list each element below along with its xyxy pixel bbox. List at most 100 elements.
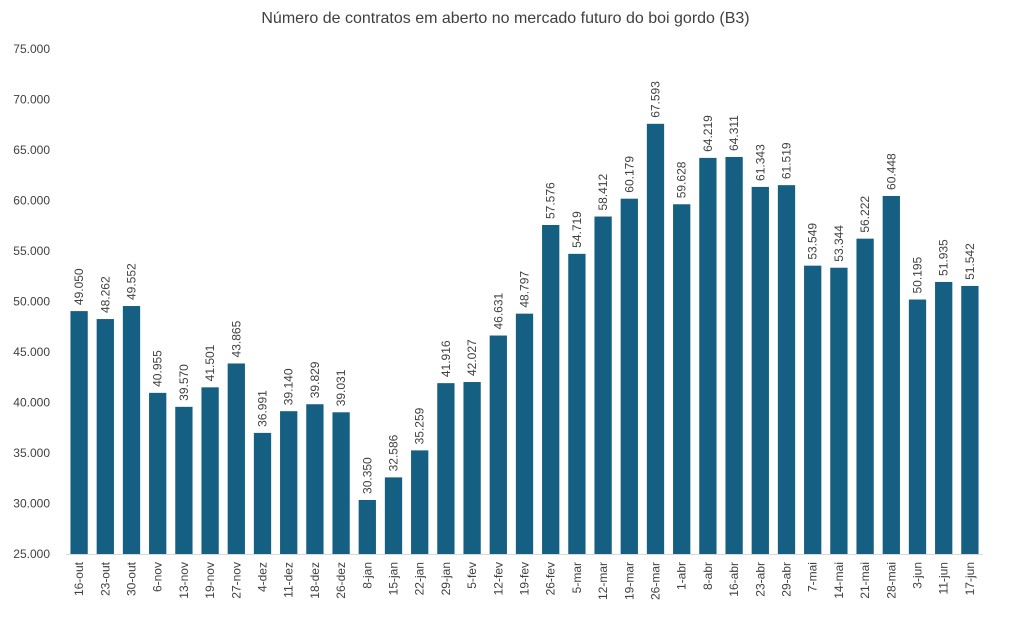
bar xyxy=(253,432,272,554)
data-label: 36.991 xyxy=(256,390,270,427)
data-label: 41.916 xyxy=(439,340,453,377)
x-tick-label: 23-out xyxy=(98,561,112,596)
data-label: 64.311 xyxy=(727,115,741,151)
bar xyxy=(463,382,481,554)
x-tick-label: 26-mar xyxy=(649,562,663,600)
y-tick-label: 60.000 xyxy=(13,194,50,208)
x-tick-label: 22-jan xyxy=(413,562,427,595)
x-tick-label: 30-out xyxy=(125,561,139,596)
bar xyxy=(437,383,455,554)
bar xyxy=(175,406,193,554)
bar xyxy=(201,387,219,554)
data-label: 48.262 xyxy=(98,276,112,313)
bar xyxy=(594,216,612,554)
x-tick-label: 26-dez xyxy=(334,562,348,599)
data-label: 64.219 xyxy=(701,115,715,152)
x-tick-label: 11-dez xyxy=(282,562,296,598)
bar xyxy=(280,411,298,554)
bar xyxy=(777,185,796,555)
y-tick-label: 35.000 xyxy=(13,446,50,460)
x-tick-label: 27-nov xyxy=(229,562,243,599)
data-label: 61.519 xyxy=(780,142,794,179)
x-tick-label: 3-jun xyxy=(911,562,925,589)
x-tick-label: 23-abr xyxy=(753,562,767,597)
data-label: 59.628 xyxy=(675,161,689,198)
bar xyxy=(306,404,324,554)
x-tick-label: 6-nov xyxy=(151,562,165,592)
x-tick-label: 16-abr xyxy=(727,562,741,597)
y-tick-label: 30.000 xyxy=(13,497,50,511)
data-label: 51.542 xyxy=(963,243,977,280)
x-tick-label: 12-fev xyxy=(491,562,505,595)
bar xyxy=(856,238,874,554)
data-label: 32.586 xyxy=(387,434,401,471)
bar xyxy=(358,499,376,554)
x-tick-label: 8-abr xyxy=(701,562,715,590)
bar xyxy=(122,306,141,554)
bar xyxy=(227,363,245,554)
x-tick-label: 29-jan xyxy=(439,562,453,595)
bar xyxy=(908,299,927,554)
data-label: 57.576 xyxy=(544,182,558,219)
x-tick-label: 14-mai xyxy=(832,562,846,599)
x-tick-label: 8-jan xyxy=(360,562,374,589)
x-tick-label: 18-dez xyxy=(308,562,322,599)
bar xyxy=(673,204,691,554)
bar xyxy=(489,335,507,554)
bar xyxy=(935,281,953,554)
bar xyxy=(332,412,350,554)
data-label: 56.222 xyxy=(858,196,872,233)
bar xyxy=(149,392,167,554)
x-tick-label: 29-abr xyxy=(780,562,794,597)
data-label: 53.549 xyxy=(806,223,820,260)
x-tick-label: 17-jun xyxy=(963,562,977,595)
bar xyxy=(961,285,979,554)
x-tick-label: 5-fev xyxy=(465,562,479,589)
data-label: 42.027 xyxy=(465,339,479,376)
data-label: 43.865 xyxy=(229,320,243,357)
bar xyxy=(620,198,638,555)
bar xyxy=(568,253,586,554)
data-label: 50.195 xyxy=(911,257,925,294)
bar xyxy=(384,477,403,554)
x-tick-label: 19-fev xyxy=(518,562,532,595)
data-label: 39.829 xyxy=(308,361,322,398)
bar xyxy=(646,123,665,554)
x-tick-label: 5-mar xyxy=(570,562,584,593)
bar xyxy=(725,156,743,554)
bar xyxy=(804,265,822,554)
data-label: 35.259 xyxy=(413,407,427,444)
x-tick-label: 11-jun xyxy=(937,562,951,594)
data-label: 41.501 xyxy=(203,344,217,381)
x-tick-label: 19-nov xyxy=(203,562,217,599)
data-label: 39.031 xyxy=(334,369,348,406)
bar xyxy=(542,224,560,554)
y-tick-label: 70.000 xyxy=(13,93,50,107)
data-label: 61.343 xyxy=(753,144,767,181)
x-tick-label: 12-mar xyxy=(596,562,610,600)
data-label: 58.412 xyxy=(596,174,610,211)
x-tick-label: 19-mar xyxy=(622,562,636,600)
y-tick-label: 45.000 xyxy=(13,345,50,359)
x-tick-label: 1-abr xyxy=(675,562,689,590)
y-tick-label: 55.000 xyxy=(13,244,50,258)
x-tick-label: 13-nov xyxy=(177,562,191,599)
y-tick-label: 25.000 xyxy=(13,547,50,561)
data-label: 39.140 xyxy=(282,368,296,405)
data-label: 40.955 xyxy=(151,350,165,387)
data-label: 54.719 xyxy=(570,211,584,248)
bar xyxy=(882,195,900,554)
x-tick-label: 21-mai xyxy=(858,562,872,599)
bar xyxy=(96,319,114,554)
y-tick-label: 40.000 xyxy=(13,396,50,410)
data-label: 60.179 xyxy=(622,156,636,193)
data-label: 39.570 xyxy=(177,364,191,401)
x-tick-label: 15-jan xyxy=(387,562,401,595)
bar xyxy=(411,450,429,554)
y-tick-label: 50.000 xyxy=(13,295,50,309)
bar xyxy=(751,186,769,554)
data-label: 60.448 xyxy=(884,153,898,190)
data-label: 53.344 xyxy=(832,225,846,262)
